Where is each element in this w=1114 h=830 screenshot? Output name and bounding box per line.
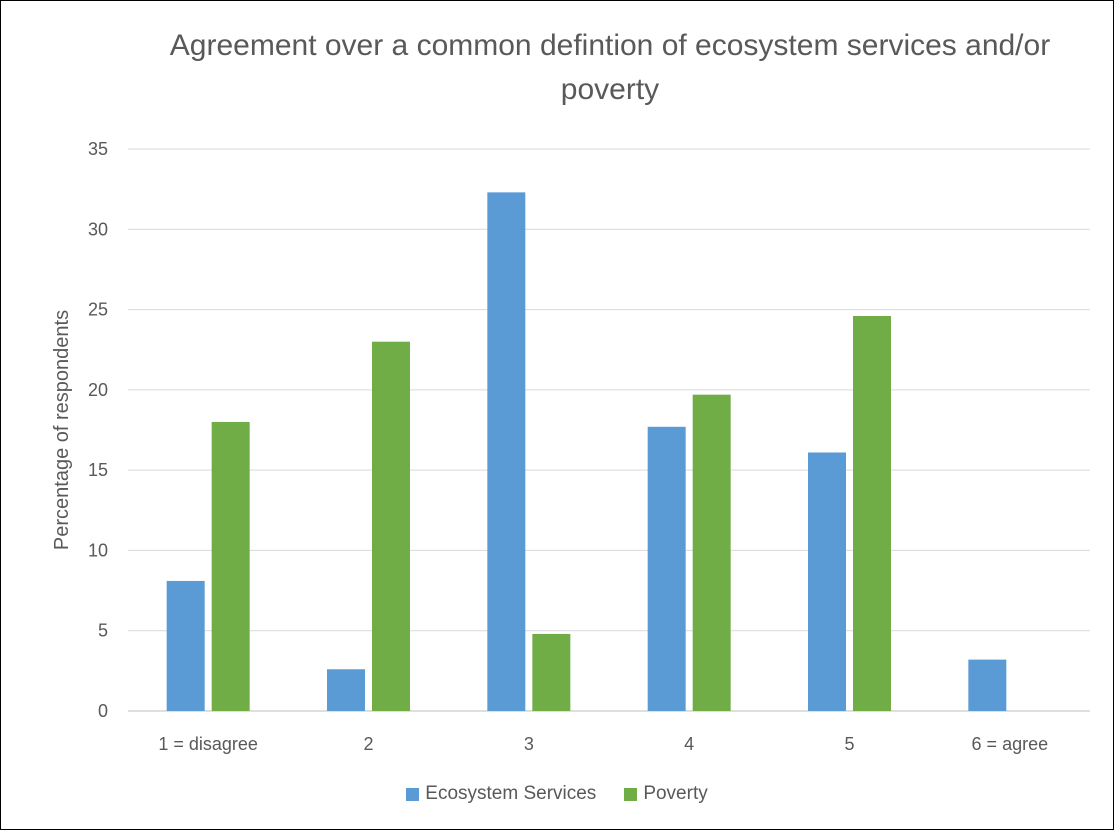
bar-poverty: [532, 633, 571, 711]
legend-label-ecosystem-services: Ecosystem Services: [425, 783, 597, 804]
bars: [166, 192, 1007, 712]
legend-swatch-ecosystem-services: [406, 787, 420, 801]
y-tick-label: 30: [88, 219, 108, 239]
legend: Ecosystem Services Poverty: [0, 783, 1114, 805]
bar-ecosystem-services: [327, 669, 365, 711]
x-tick-label: 5: [844, 734, 854, 754]
y-axis-label: Percentage of respondents: [51, 310, 73, 550]
x-tick-label: 1 = disagree: [158, 734, 258, 754]
x-tick-label: 3: [524, 734, 534, 754]
bar-poverty: [853, 315, 891, 711]
y-tick-label: 15: [88, 460, 108, 480]
bar-ecosystem-services: [808, 452, 846, 711]
y-axis-ticks: 0 5 10 15 20 25 30 35: [88, 139, 108, 721]
y-tick-label: 25: [88, 300, 108, 320]
x-tick-label: 4: [684, 734, 694, 754]
legend-swatch-poverty: [624, 787, 638, 801]
chart-title: Agreement over a common defintion of eco…: [169, 29, 1051, 106]
bar-ecosystem-services: [487, 192, 526, 712]
y-tick-label: 10: [88, 540, 108, 560]
gridlines: [128, 148, 1090, 712]
x-tick-label: 6 = agree: [972, 734, 1049, 754]
bar-ecosystem-services: [647, 426, 686, 711]
bar-ecosystem-services: [968, 659, 1007, 711]
y-tick-label: 35: [88, 139, 108, 159]
legend-item-poverty: Poverty: [624, 783, 708, 805]
y-tick-label: 5: [98, 621, 108, 641]
bar-poverty: [692, 394, 731, 711]
bar-poverty: [211, 421, 250, 711]
x-tick-label: 2: [363, 734, 373, 754]
bar-ecosystem-services: [166, 580, 205, 711]
legend-item-ecosystem-services: Ecosystem Services: [406, 783, 596, 805]
legend-label-poverty: Poverty: [643, 783, 708, 804]
bar-poverty: [372, 341, 410, 711]
y-tick-label: 0: [98, 701, 108, 721]
x-axis-ticks: 1 = disagree 2 3 4 5 6 = agree: [158, 734, 1048, 754]
y-tick-label: 20: [88, 380, 108, 400]
